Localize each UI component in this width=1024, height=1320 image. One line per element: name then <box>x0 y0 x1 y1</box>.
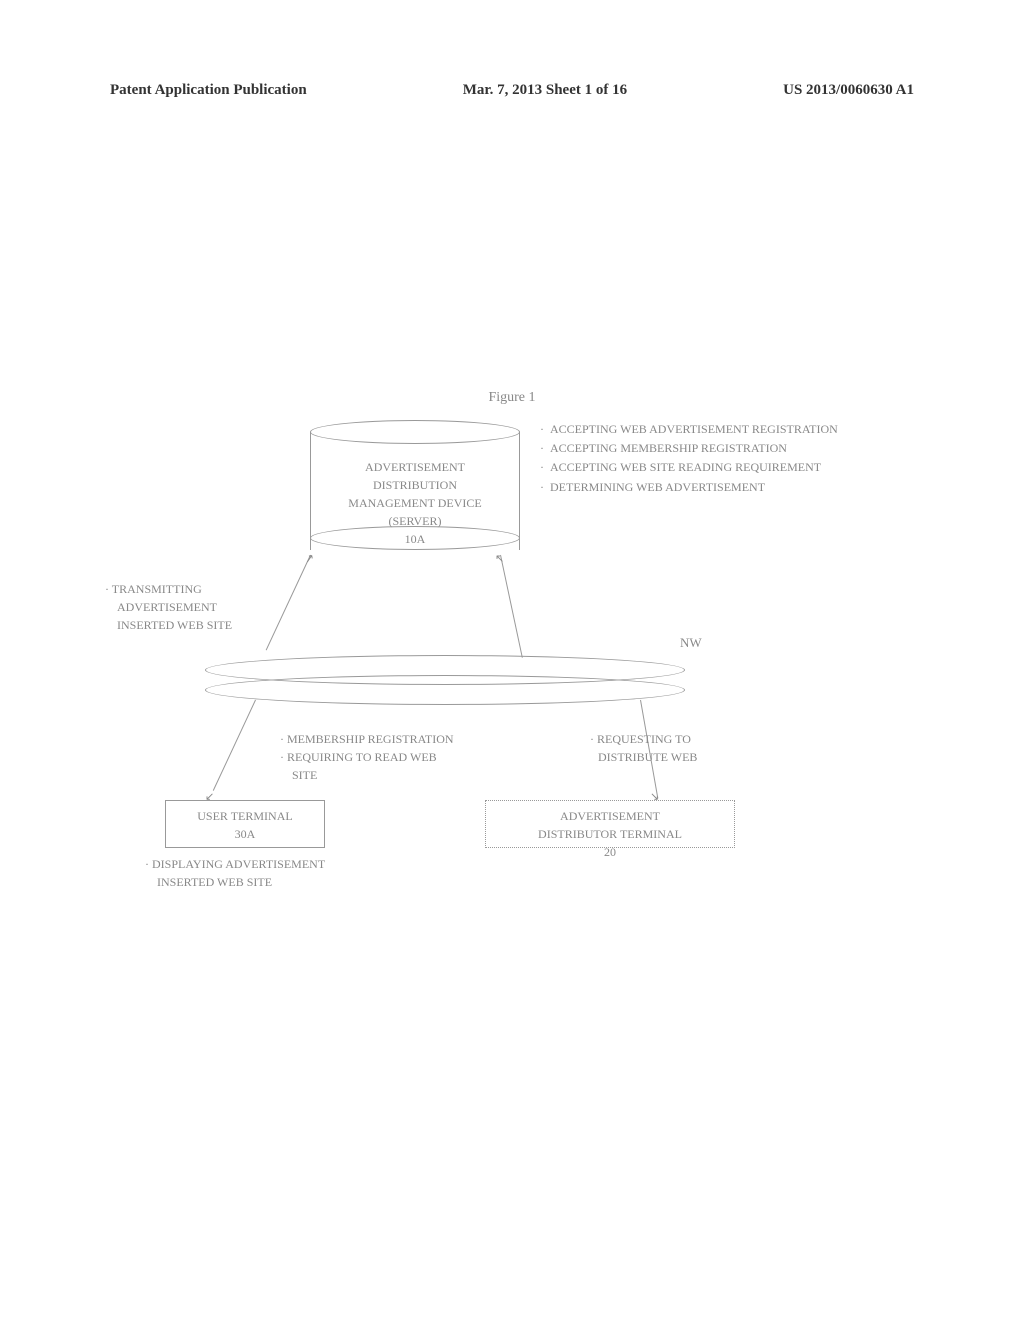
server-line5: 10A <box>310 530 520 548</box>
annotation-4: DETERMINING WEB ADVERTISEMENT <box>550 478 765 497</box>
arrow-icon: ↗ <box>304 551 315 565</box>
display-annotation: · DISPLAYING ADVERTISEMENT INSERTED WEB … <box>145 855 425 891</box>
network-node <box>205 655 685 705</box>
server-line4: (SERVER) <box>310 512 520 530</box>
header-publication: Patent Application Publication <box>110 82 307 99</box>
distributor-terminal-node: ADVERTISEMENT DISTRIBUTOR TERMINAL 20 <box>485 800 735 848</box>
dist-terminal-line1: ADVERTISEMENT <box>486 807 734 825</box>
display-line2: INSERTED WEB SITE <box>145 873 425 891</box>
bullet-icon: · <box>540 478 544 497</box>
server-line3: MANAGEMENT DEVICE <box>310 494 520 512</box>
arrow-icon: ↖ <box>495 552 504 565</box>
transmit-line1: · TRANSMITTING <box>105 580 305 598</box>
server-line2: DISTRIBUTION <box>310 476 520 494</box>
request-annotation: · REQUESTING TO DISTRIBUTE WEB <box>590 730 790 766</box>
membership-line1: · MEMBERSHIP REGISTRATION <box>280 730 530 748</box>
bullet-icon: · <box>540 458 544 477</box>
server-line1: ADVERTISEMENT <box>310 458 520 476</box>
server-annotations: · ACCEPTING WEB ADVERTISEMENT REGISTRATIO… <box>540 420 860 497</box>
page-header: Patent Application Publication Mar. 7, 2… <box>0 82 1024 99</box>
cylinder-top <box>310 420 520 444</box>
user-terminal-line2: 30A <box>166 825 324 843</box>
dist-terminal-line3: 20 <box>486 843 734 861</box>
header-date-sheet: Mar. 7, 2013 Sheet 1 of 16 <box>463 82 627 99</box>
edge-network-user <box>213 700 256 791</box>
annotation-item: · ACCEPTING WEB SITE READING REQUIREMENT <box>540 458 860 477</box>
membership-line2: · REQUIRING TO READ WEB <box>280 748 530 766</box>
annotation-2: ACCEPTING MEMBERSHIP REGISTRATION <box>550 439 787 458</box>
bullet-icon: · <box>540 420 544 439</box>
edge-server-network-right <box>500 555 523 658</box>
display-line1: · DISPLAYING ADVERTISEMENT <box>145 855 425 873</box>
network-label: NW <box>680 635 702 651</box>
annotation-item: · DETERMINING WEB ADVERTISEMENT <box>540 478 860 497</box>
request-line1: · REQUESTING TO <box>590 730 790 748</box>
annotation-3: ACCEPTING WEB SITE READING REQUIREMENT <box>550 458 821 477</box>
user-terminal-node: USER TERMINAL 30A <box>165 800 325 848</box>
bullet-icon: · <box>540 439 544 458</box>
figure-1: Figure 1 ADVERTISEMENT DISTRIBUTION MANA… <box>0 390 1024 950</box>
membership-line3: SITE <box>280 766 530 784</box>
transmit-line2: ADVERTISEMENT <box>105 598 305 616</box>
server-label: ADVERTISEMENT DISTRIBUTION MANAGEMENT DE… <box>310 458 520 548</box>
membership-annotation: · MEMBERSHIP REGISTRATION · REQUIRING TO… <box>280 730 530 784</box>
annotation-1: ACCEPTING WEB ADVERTISEMENT REGISTRATION <box>550 420 838 439</box>
dist-terminal-line2: DISTRIBUTOR TERMINAL <box>486 825 734 843</box>
annotation-item: · ACCEPTING WEB ADVERTISEMENT REGISTRATIO… <box>540 420 860 439</box>
figure-label: Figure 1 <box>488 390 535 406</box>
header-pub-number: US 2013/0060630 A1 <box>783 82 914 99</box>
user-terminal-line1: USER TERMINAL <box>166 807 324 825</box>
server-node: ADVERTISEMENT DISTRIBUTION MANAGEMENT DE… <box>310 420 520 550</box>
request-line2: DISTRIBUTE WEB <box>590 748 790 766</box>
ellipse-shape <box>205 675 685 705</box>
transmit-annotation: · TRANSMITTING ADVERTISEMENT INSERTED WE… <box>105 580 305 634</box>
annotation-item: · ACCEPTING MEMBERSHIP REGISTRATION <box>540 439 860 458</box>
